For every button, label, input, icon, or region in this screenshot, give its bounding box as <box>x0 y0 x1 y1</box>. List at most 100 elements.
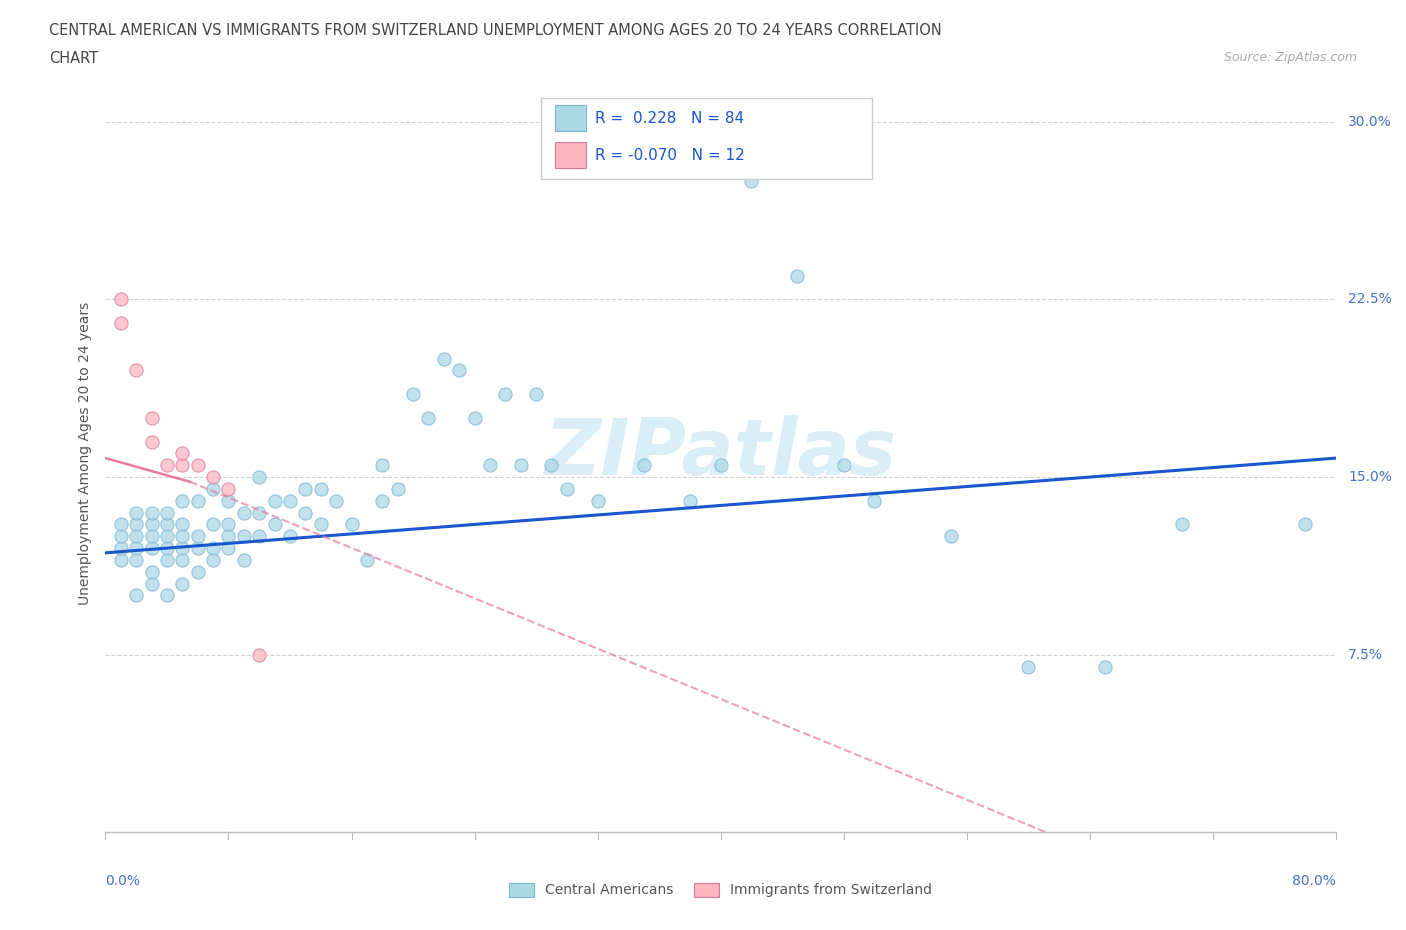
Point <box>110 529 132 544</box>
Point <box>172 458 194 472</box>
Point <box>125 505 148 520</box>
Point <box>125 529 148 544</box>
Point <box>187 458 209 472</box>
Point <box>371 493 394 508</box>
Text: 15.0%: 15.0% <box>1348 470 1392 484</box>
Point <box>202 482 225 497</box>
Point <box>232 529 254 544</box>
Point <box>509 458 531 472</box>
Point <box>110 517 132 532</box>
Point <box>633 458 655 472</box>
Point <box>494 387 516 402</box>
Point <box>863 493 886 508</box>
Y-axis label: Unemployment Among Ages 20 to 24 years: Unemployment Among Ages 20 to 24 years <box>77 301 91 605</box>
Point <box>356 552 378 567</box>
Point <box>586 493 609 508</box>
Point <box>1171 517 1194 532</box>
Point <box>247 470 270 485</box>
Point <box>202 540 225 555</box>
Point <box>156 529 179 544</box>
Text: R = -0.070   N = 12: R = -0.070 N = 12 <box>595 148 745 163</box>
Point <box>218 529 240 544</box>
Point <box>141 577 163 591</box>
Point <box>418 410 440 425</box>
Point <box>247 529 270 544</box>
Point <box>141 517 163 532</box>
Point <box>478 458 501 472</box>
Point <box>325 493 347 508</box>
Point <box>218 540 240 555</box>
Point <box>125 552 148 567</box>
Point <box>449 363 471 378</box>
Legend: Central Americans, Immigrants from Switzerland: Central Americans, Immigrants from Switz… <box>509 883 932 897</box>
Text: ZIPatlas: ZIPatlas <box>544 416 897 491</box>
Point <box>172 529 194 544</box>
Point <box>141 410 163 425</box>
Point <box>232 552 254 567</box>
Point <box>340 517 363 532</box>
Point <box>1294 517 1316 532</box>
Point <box>141 434 163 449</box>
Point <box>309 482 332 497</box>
Point <box>125 588 148 603</box>
Point <box>832 458 855 472</box>
Point <box>172 577 194 591</box>
Point <box>402 387 425 402</box>
Point <box>786 268 808 283</box>
Point <box>710 458 733 472</box>
Point <box>1017 659 1039 674</box>
Point <box>202 470 225 485</box>
Point <box>187 565 209 579</box>
Point <box>156 552 179 567</box>
Text: Source: ZipAtlas.com: Source: ZipAtlas.com <box>1223 51 1357 64</box>
Point <box>172 493 194 508</box>
Point <box>125 363 148 378</box>
Point <box>679 493 702 508</box>
Point <box>187 493 209 508</box>
Point <box>294 482 316 497</box>
Point <box>156 517 179 532</box>
Text: R =  0.228   N = 84: R = 0.228 N = 84 <box>595 111 744 126</box>
Point <box>263 517 285 532</box>
Point <box>540 458 562 472</box>
Point <box>218 482 240 497</box>
Point <box>263 493 285 508</box>
Point <box>172 446 194 461</box>
Text: CHART: CHART <box>49 51 98 66</box>
Point <box>524 387 547 402</box>
Point <box>232 505 254 520</box>
Text: CENTRAL AMERICAN VS IMMIGRANTS FROM SWITZERLAND UNEMPLOYMENT AMONG AGES 20 TO 24: CENTRAL AMERICAN VS IMMIGRANTS FROM SWIT… <box>49 23 942 38</box>
Point <box>125 540 148 555</box>
Point <box>464 410 486 425</box>
Point <box>141 529 163 544</box>
Point <box>202 552 225 567</box>
Text: 30.0%: 30.0% <box>1348 114 1392 128</box>
Point <box>110 292 132 307</box>
Text: 7.5%: 7.5% <box>1348 647 1384 662</box>
Point <box>740 174 762 189</box>
Point <box>309 517 332 532</box>
Text: 0.0%: 0.0% <box>105 874 141 888</box>
Point <box>141 565 163 579</box>
Point <box>371 458 394 472</box>
Point <box>172 540 194 555</box>
Point <box>156 588 179 603</box>
Point <box>218 517 240 532</box>
Text: 22.5%: 22.5% <box>1348 292 1392 306</box>
Point <box>247 505 270 520</box>
Point <box>156 458 179 472</box>
Point <box>110 540 132 555</box>
Point <box>110 552 132 567</box>
Point <box>278 529 301 544</box>
Point <box>247 647 270 662</box>
Point <box>125 517 148 532</box>
Point <box>110 315 132 330</box>
Point <box>1094 659 1116 674</box>
Point <box>433 352 456 366</box>
Point <box>187 540 209 555</box>
Point <box>202 517 225 532</box>
Text: 80.0%: 80.0% <box>1292 874 1336 888</box>
Point <box>387 482 409 497</box>
Point <box>294 505 316 520</box>
Point <box>156 540 179 555</box>
